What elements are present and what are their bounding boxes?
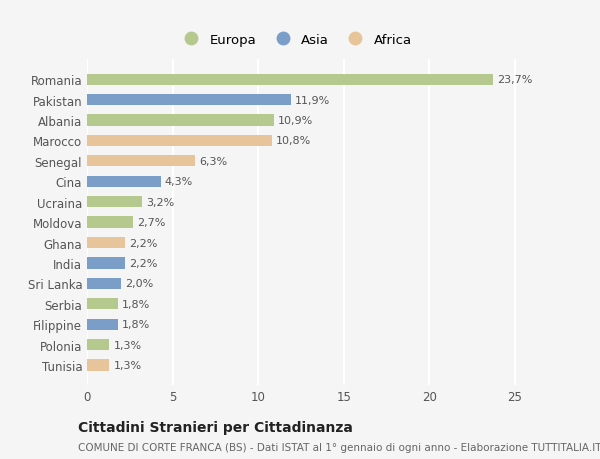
Text: 1,3%: 1,3% (113, 360, 142, 370)
Bar (87, 115, 274, 126)
Bar (87, 95, 290, 106)
Text: 2,0%: 2,0% (125, 279, 154, 289)
Text: 6,3%: 6,3% (199, 157, 227, 167)
Text: 2,2%: 2,2% (129, 258, 157, 269)
Text: 1,3%: 1,3% (113, 340, 142, 350)
Text: Cittadini Stranieri per Cittadinanza: Cittadini Stranieri per Cittadinanza (78, 420, 353, 434)
Text: 3,2%: 3,2% (146, 197, 174, 207)
Text: 1,8%: 1,8% (122, 299, 151, 309)
Bar (87, 359, 109, 371)
Bar (87, 176, 161, 187)
Text: 10,8%: 10,8% (276, 136, 311, 146)
Bar (87, 237, 125, 249)
Bar (87, 196, 142, 208)
Bar (87, 217, 133, 228)
Bar (87, 74, 493, 86)
Bar (87, 298, 118, 310)
Text: COMUNE DI CORTE FRANCA (BS) - Dati ISTAT al 1° gennaio di ogni anno - Elaborazio: COMUNE DI CORTE FRANCA (BS) - Dati ISTAT… (78, 442, 600, 452)
Bar (87, 278, 121, 289)
Bar (87, 319, 118, 330)
Bar (87, 258, 125, 269)
Text: 23,7%: 23,7% (497, 75, 532, 85)
Text: 4,3%: 4,3% (165, 177, 193, 187)
Text: 2,7%: 2,7% (137, 218, 166, 228)
Bar (87, 135, 272, 147)
Text: 10,9%: 10,9% (278, 116, 313, 126)
Bar (87, 339, 109, 350)
Text: 2,2%: 2,2% (129, 238, 157, 248)
Text: 1,8%: 1,8% (122, 319, 151, 330)
Text: 11,9%: 11,9% (295, 95, 330, 106)
Bar (87, 156, 195, 167)
Legend: Europa, Asia, Africa: Europa, Asia, Africa (178, 34, 412, 47)
